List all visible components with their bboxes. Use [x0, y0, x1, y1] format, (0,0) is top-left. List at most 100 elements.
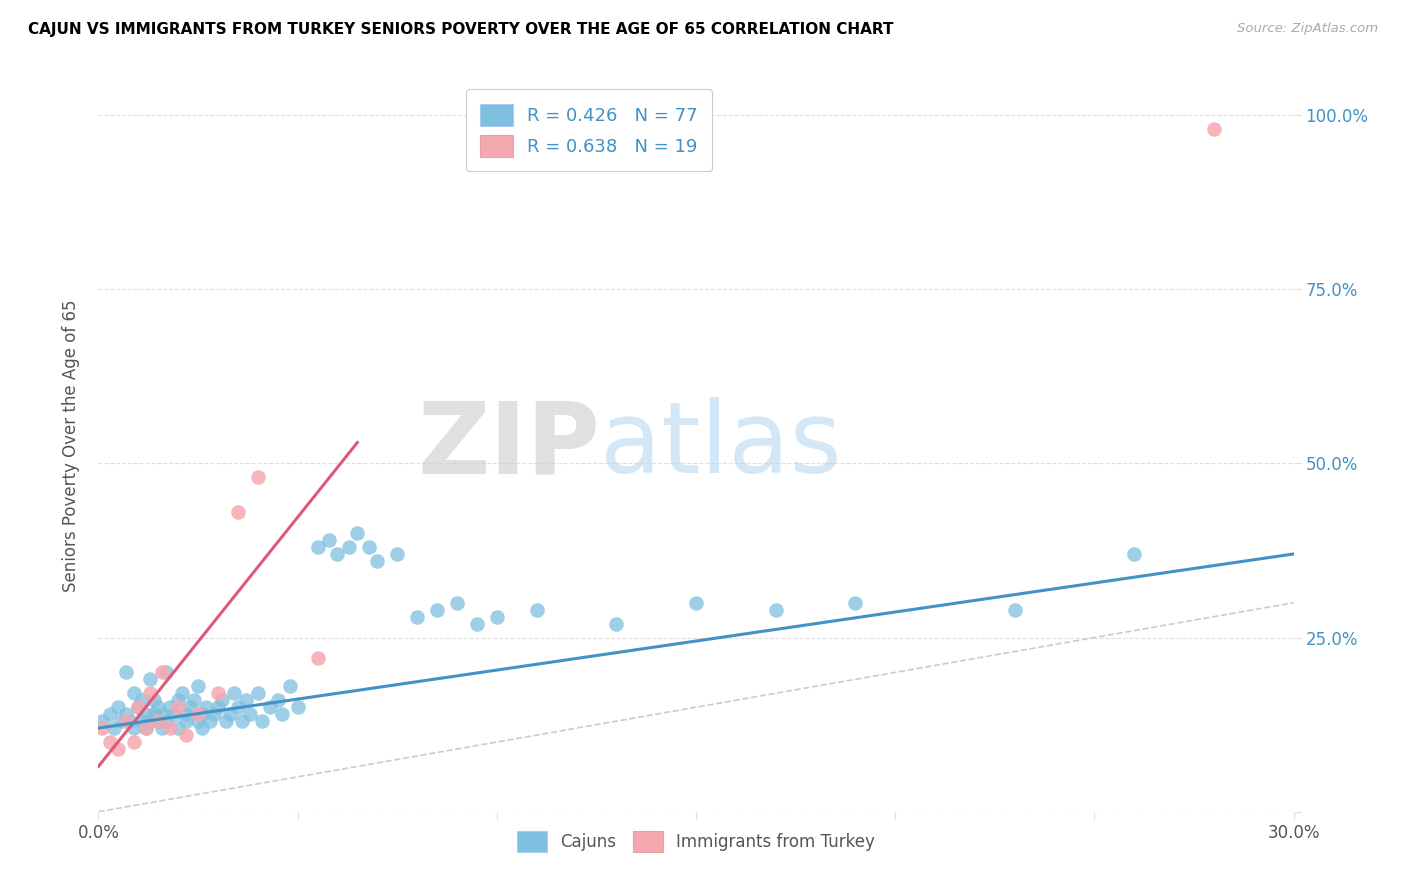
Point: [259, 700, 281, 714]
Point: [98, 707, 122, 722]
Point: [174, 707, 197, 722]
Point: [174, 728, 197, 742]
Point: [150, 721, 173, 735]
Point: [143, 707, 166, 722]
Point: [270, 707, 292, 722]
Point: [139, 686, 162, 700]
Point: [115, 707, 138, 722]
Text: CAJUN VS IMMIGRANTS FROM TURKEY SENIORS POVERTY OVER THE AGE OF 65 CORRELATION C: CAJUN VS IMMIGRANTS FROM TURKEY SENIORS …: [28, 22, 894, 37]
Point: [103, 721, 125, 735]
Point: [326, 547, 349, 561]
Point: [187, 714, 209, 728]
Point: [98, 735, 122, 749]
Point: [115, 665, 138, 680]
Point: [1123, 547, 1146, 561]
Point: [127, 700, 149, 714]
Legend: Cajuns, Immigrants from Turkey: Cajuns, Immigrants from Turkey: [510, 824, 882, 858]
Point: [183, 693, 205, 707]
Point: [1202, 122, 1225, 136]
Point: [172, 686, 194, 700]
Point: [250, 714, 273, 728]
Point: [139, 714, 162, 728]
Point: [287, 700, 309, 714]
Point: [150, 707, 173, 722]
Point: [215, 714, 238, 728]
Point: [159, 721, 181, 735]
Point: [446, 596, 468, 610]
Point: [685, 596, 707, 610]
Point: [131, 714, 153, 728]
Point: [222, 686, 245, 700]
Text: Source: ZipAtlas.com: Source: ZipAtlas.com: [1237, 22, 1378, 36]
Point: [135, 721, 157, 735]
Point: [202, 707, 225, 722]
Point: [195, 700, 218, 714]
Point: [135, 721, 157, 735]
Point: [191, 721, 214, 735]
Point: [385, 547, 409, 561]
Point: [207, 700, 229, 714]
Point: [159, 700, 181, 714]
Point: [339, 540, 361, 554]
Point: [366, 554, 388, 568]
Point: [346, 526, 368, 541]
Point: [307, 651, 329, 665]
Point: [485, 609, 508, 624]
Point: [239, 707, 262, 722]
Point: [406, 609, 429, 624]
Point: [127, 700, 149, 714]
Point: [107, 700, 129, 714]
Point: [605, 616, 627, 631]
Point: [226, 700, 249, 714]
Point: [465, 616, 488, 631]
Point: [91, 721, 114, 735]
Point: [187, 707, 209, 722]
Point: [226, 505, 249, 519]
Point: [191, 707, 214, 722]
Point: [278, 679, 301, 693]
Point: [120, 714, 142, 728]
Point: [359, 540, 381, 554]
Point: [219, 707, 242, 722]
Y-axis label: Seniors Poverty Over the Age of 65: Seniors Poverty Over the Age of 65: [62, 300, 80, 592]
Point: [111, 714, 134, 728]
Point: [246, 470, 269, 484]
Point: [155, 665, 177, 680]
Point: [115, 714, 138, 728]
Point: [267, 693, 290, 707]
Text: ZIP: ZIP: [418, 398, 600, 494]
Point: [91, 714, 114, 728]
Point: [124, 735, 146, 749]
Point: [235, 693, 257, 707]
Point: [231, 714, 253, 728]
Point: [1004, 603, 1026, 617]
Point: [131, 693, 153, 707]
Point: [148, 714, 170, 728]
Point: [318, 533, 340, 547]
Point: [107, 742, 129, 756]
Point: [167, 700, 190, 714]
Point: [139, 673, 162, 687]
Point: [211, 693, 233, 707]
Text: atlas: atlas: [600, 398, 842, 494]
Point: [167, 693, 190, 707]
Point: [307, 540, 329, 554]
Point: [179, 700, 201, 714]
Point: [124, 721, 146, 735]
Point: [174, 714, 197, 728]
Point: [148, 700, 170, 714]
Point: [207, 686, 229, 700]
Point: [150, 665, 173, 680]
Point: [844, 596, 866, 610]
Point: [163, 707, 186, 722]
Point: [124, 686, 146, 700]
Point: [167, 721, 190, 735]
Point: [143, 693, 166, 707]
Point: [246, 686, 269, 700]
Point: [187, 679, 209, 693]
Point: [765, 603, 787, 617]
Point: [426, 603, 449, 617]
Point: [148, 714, 170, 728]
Point: [155, 714, 177, 728]
Point: [135, 707, 157, 722]
